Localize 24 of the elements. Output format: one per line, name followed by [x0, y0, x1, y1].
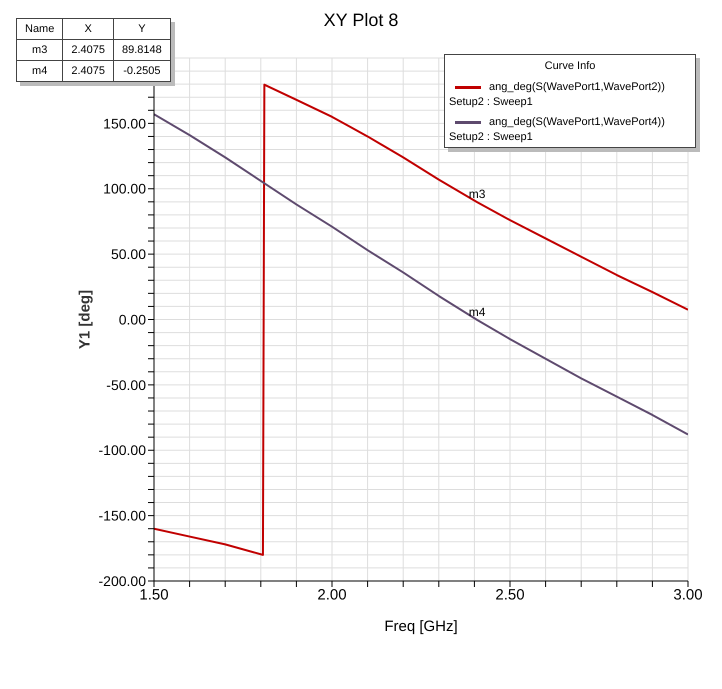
y-tick-label: 0.00 [118, 311, 146, 328]
line-series [154, 84, 688, 556]
x-tick-label: 1.50 [139, 586, 169, 604]
x-tick-label: 2.00 [317, 586, 347, 604]
line-series [154, 113, 688, 436]
x-tick-label: 3.00 [673, 586, 703, 604]
marker-table: Name X Y m3 2.4075 89.8148 m4 2.4075 -0.2505 [16, 18, 171, 82]
y-tick-label: 150.00 [103, 115, 146, 132]
x-tick-label: 2.50 [495, 586, 525, 604]
y-tick-label: -100.00 [98, 442, 146, 458]
legend-title: Curve Info [544, 59, 596, 74]
y-tick-label: -150.00 [98, 508, 146, 524]
y-tick-label: -200.00 [98, 572, 146, 589]
x-axis-title: Freq [GHz] [384, 618, 458, 635]
legend-label: ang_deg(S(WavePort1,WavePort2)) Setup2 : Sweep1 [449, 81, 666, 108]
y-tick-label: -50.00 [106, 376, 146, 393]
y-tick-label: 50.00 [110, 246, 146, 262]
y-tick-label: 100.00 [103, 180, 146, 197]
annotation: m3 [468, 187, 486, 202]
chart-title: XY Plot 8 [324, 10, 398, 30]
annotation: -0.2505 [114, 60, 170, 82]
annotation: m4 [468, 304, 486, 319]
legend-label: ang_deg(S(WavePort1,WavePort4)) Setup2 : Sweep1 [449, 116, 666, 143]
y-axis-title: Y1 [deg] [76, 290, 94, 350]
